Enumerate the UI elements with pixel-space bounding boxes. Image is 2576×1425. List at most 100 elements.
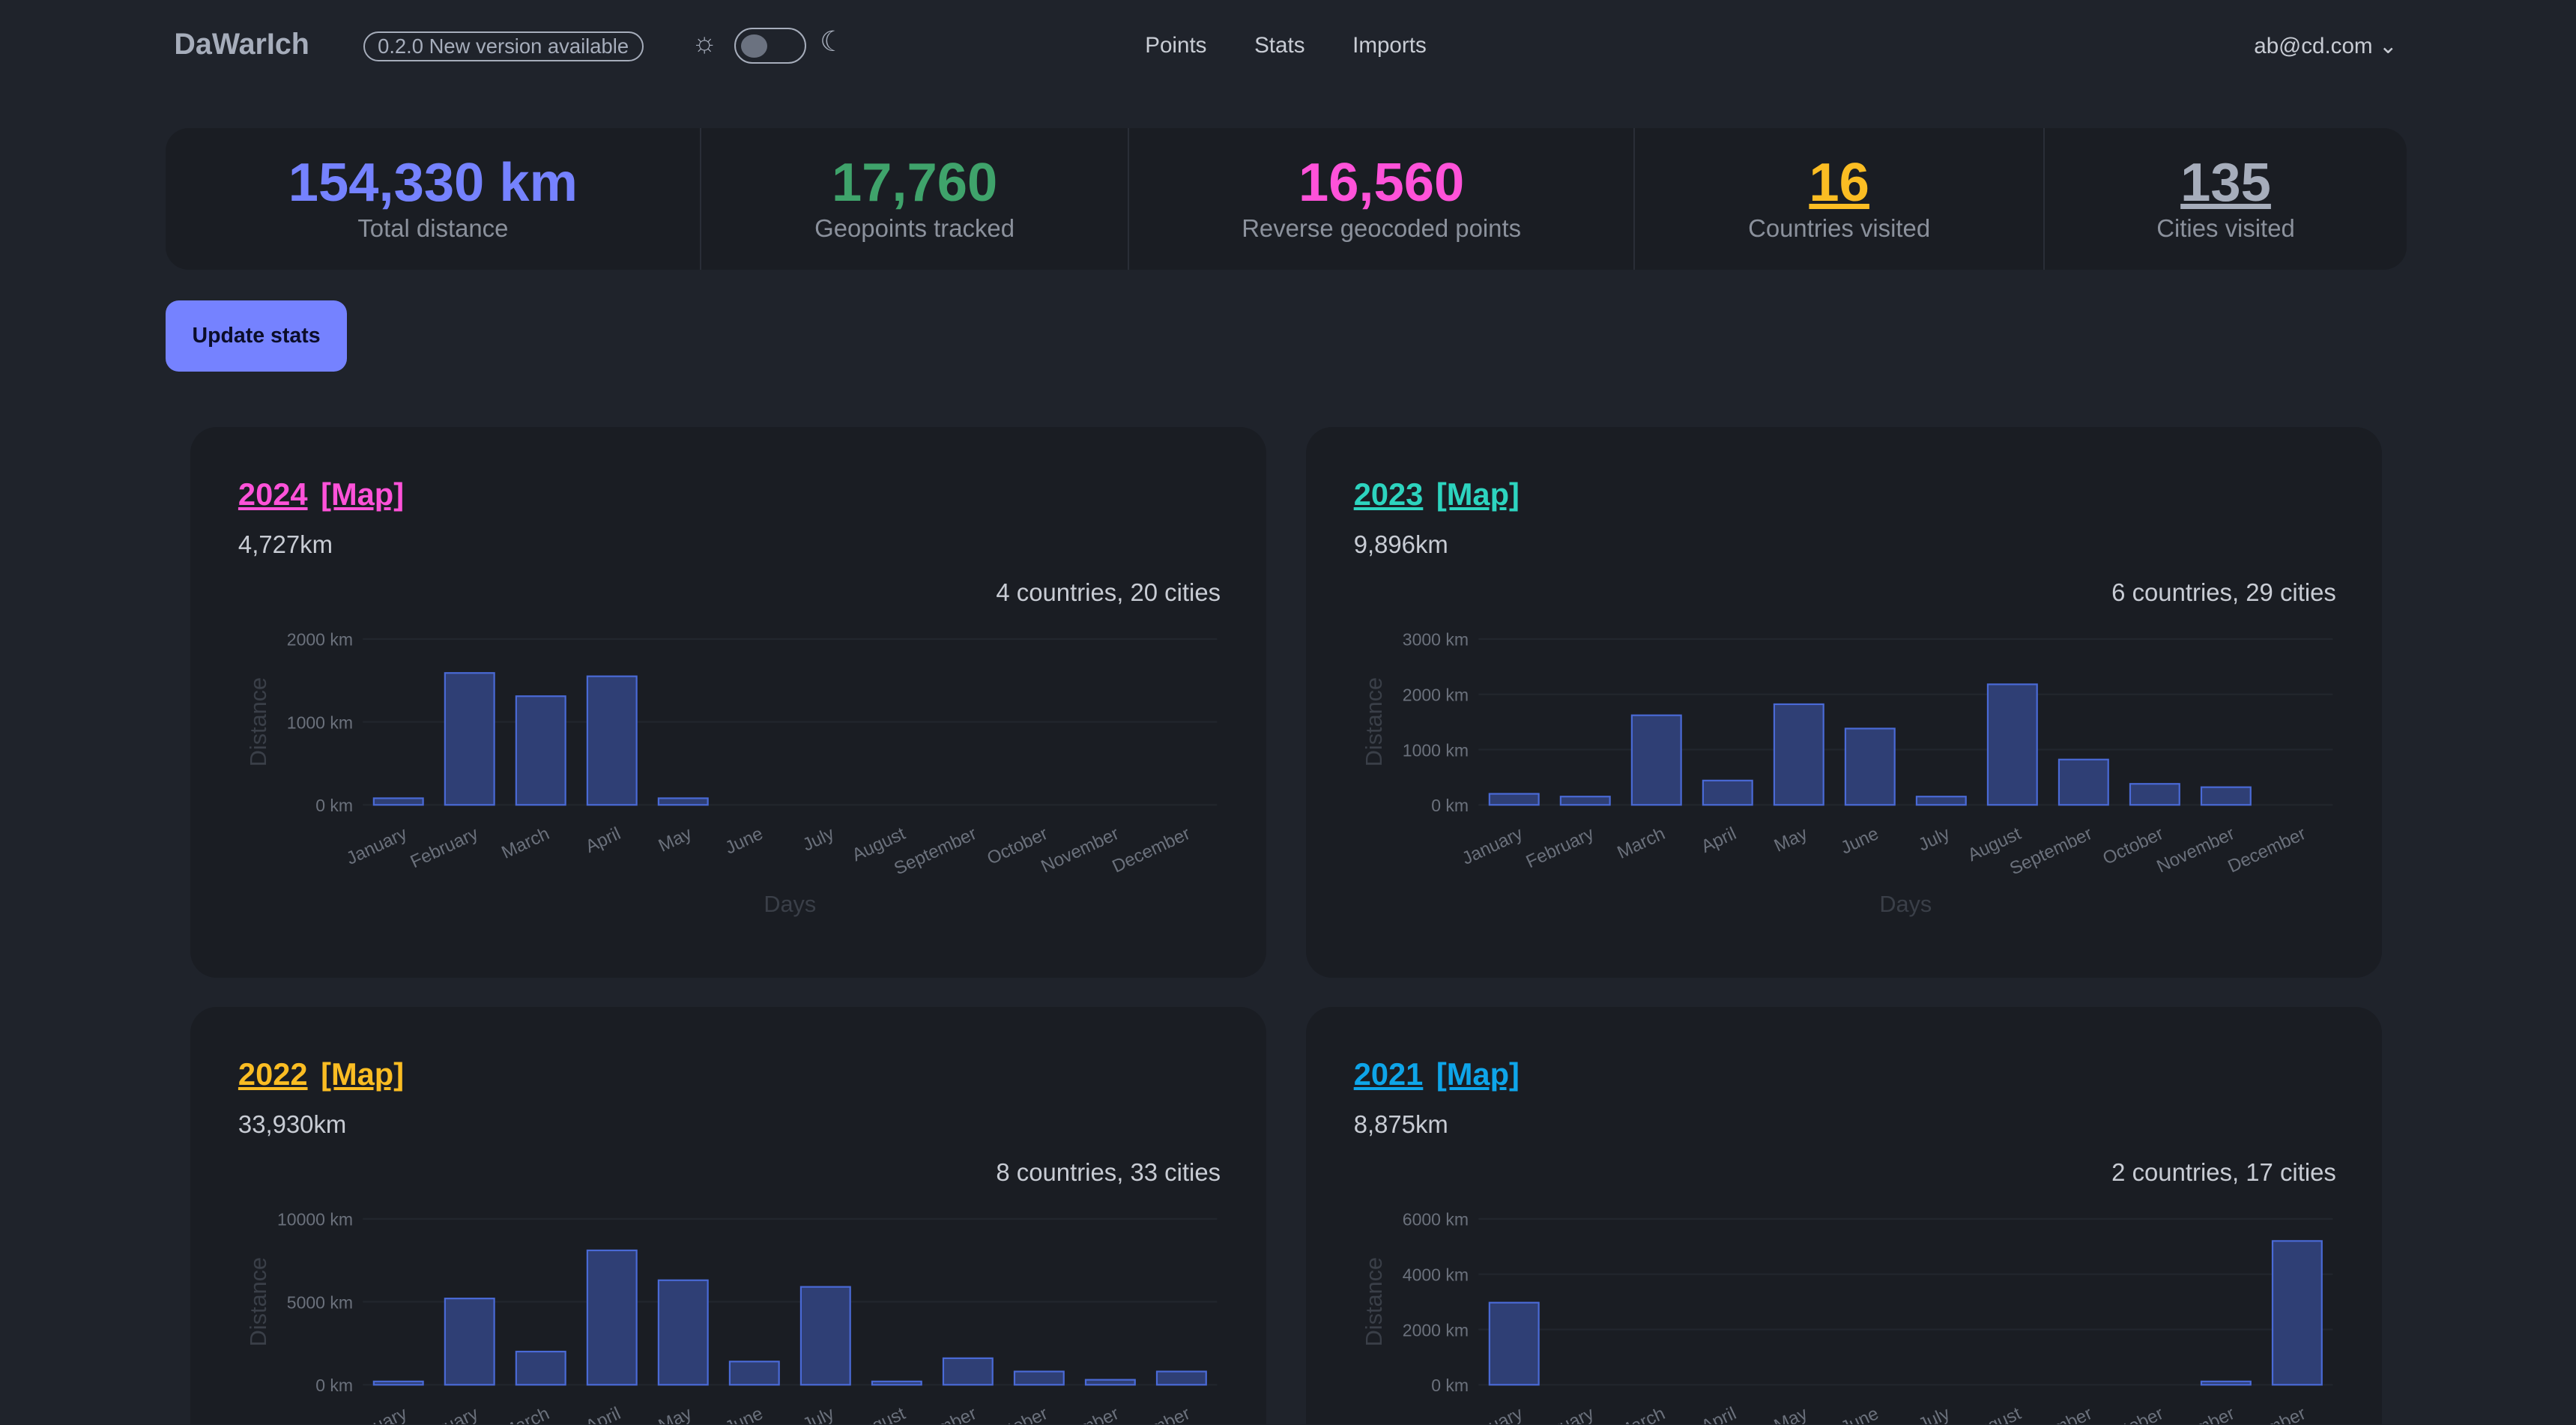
user-menu[interactable]: ab@cd.com ⌄ [2254, 33, 2397, 59]
x-tick-label: May [1771, 823, 1811, 856]
bar-april [587, 1249, 638, 1386]
bar-july [800, 1286, 852, 1386]
menu-item-imports[interactable]: Imports [1352, 32, 1427, 58]
x-tick-label: February [408, 823, 482, 872]
year-link[interactable]: 2022 [238, 1056, 308, 1092]
map-link[interactable]: [Map] [321, 1056, 405, 1092]
map-link[interactable]: [Map] [321, 476, 405, 512]
bar-december [1156, 1370, 1208, 1386]
bar-april [1702, 779, 1753, 806]
y-tick-label: 0 km [1431, 1376, 1469, 1395]
bar-august [1986, 683, 2038, 806]
theme-toggle[interactable] [734, 28, 807, 64]
stat-cities[interactable]: 135 Cities visited [2045, 128, 2407, 270]
y-tick-label: 2000 km [1403, 685, 1469, 704]
year-link[interactable]: 2023 [1353, 476, 1424, 512]
y-tick-label: 4000 km [1403, 1265, 1469, 1284]
y-tick-label: 10000 km [277, 1210, 353, 1229]
x-tick-label: September [892, 823, 980, 879]
year-heading: 2022 [Map] [238, 1056, 417, 1092]
bar-october [2129, 783, 2180, 806]
x-tick-label: December [2225, 823, 2309, 877]
x-tick-label: March [499, 1403, 553, 1424]
year-link[interactable]: 2024 [238, 476, 308, 512]
y-tick-label: 3000 km [1403, 630, 1469, 650]
x-tick-label: May [656, 823, 695, 856]
monthly-distance-chart: 0 km 5000 km 10000 km Distance JanuaryFebrua… [245, 1210, 1218, 1424]
x-tick-label: July [1915, 823, 1953, 856]
navbar: DaWarIch 0.2.0 New version available ☼ ☾… [0, 0, 2576, 92]
x-tick-label: July [800, 823, 838, 856]
year-heading: 2024 [Map] [238, 476, 417, 512]
countries-cities: 6 countries, 29 cities [2111, 578, 2336, 606]
menu-item-stats[interactable]: Stats [1254, 32, 1305, 58]
x-tick-label: July [800, 1403, 838, 1424]
x-axis-label: Days [1879, 891, 1932, 917]
version-badge[interactable]: 0.2.0 New version available [363, 31, 644, 62]
stat-value-link[interactable]: 135 [2180, 152, 2271, 213]
x-tick-label: March [499, 823, 553, 863]
moon-icon: ☾ [820, 25, 845, 57]
x-tick-label: April [583, 823, 624, 857]
y-tick-label: 5000 km [287, 1292, 353, 1312]
user-email: ab@cd.com [2254, 33, 2373, 58]
bar-may [658, 797, 710, 806]
y-tick-label: 0 km [1431, 796, 1469, 815]
x-tick-label: January [1459, 1403, 1526, 1424]
x-tick-label: November [1038, 823, 1122, 877]
menu-item-points[interactable]: Points [1145, 32, 1207, 58]
stat-total-distance: 154,330 km Total distance [166, 128, 702, 270]
x-tick-label: October [2100, 1403, 2167, 1424]
map-link[interactable]: [Map] [1436, 1056, 1520, 1092]
year-distance: 9,896km [1353, 530, 1448, 559]
x-tick-label: April [583, 1403, 624, 1424]
y-axis-label: Distance [1361, 1257, 1387, 1346]
bar-november [1085, 1379, 1137, 1386]
year-card-2022: 2022 [Map] 33,930km 8 countries, 33 citie… [190, 1007, 1267, 1424]
x-tick-label: October [985, 1403, 1051, 1424]
monthly-distance-chart: 0 km 1000 km 2000 km Distance JanuaryFebruar… [245, 630, 1218, 917]
monthly-distance-chart: 0 km 2000 km 4000 km 6000 km Distance January… [1361, 1210, 2333, 1424]
sun-icon: ☼ [692, 26, 718, 58]
year-link[interactable]: 2021 [1353, 1056, 1424, 1092]
x-tick-label: March [1614, 823, 1668, 863]
bar-march [515, 695, 567, 806]
bar-may [1773, 703, 1824, 806]
x-tick-label: June [722, 1403, 767, 1424]
stat-label: Total distance [357, 214, 509, 242]
year-distance: 33,930km [238, 1110, 347, 1139]
bar-october [1014, 1370, 1065, 1386]
stat-value: 17,760 [831, 152, 998, 213]
bar-january [1488, 793, 1540, 806]
chevron-down-icon: ⌄ [2378, 33, 2398, 58]
bar-june [729, 1361, 781, 1386]
stat-value-link[interactable]: 16 [1809, 152, 1869, 213]
year-distance: 8,875km [1353, 1110, 1448, 1139]
x-axis-label: Days [764, 891, 817, 917]
x-tick-label: February [1523, 823, 1597, 872]
bar-june [1844, 727, 1896, 806]
stat-label: Countries visited [1748, 214, 1931, 242]
x-tick-label: June [1838, 823, 1882, 859]
x-tick-label: January [344, 1403, 411, 1424]
map-link[interactable]: [Map] [1436, 476, 1520, 512]
update-stats-button[interactable]: Update stats [166, 300, 347, 372]
bar-july [1915, 796, 1967, 806]
stat-value: 154,330 km [288, 152, 578, 213]
x-tick-label: January [344, 823, 411, 869]
stat-label: Geopoints tracked [814, 214, 1015, 242]
bar-august [871, 1380, 923, 1386]
bar-january [1488, 1301, 1540, 1386]
x-tick-label: May [1771, 1403, 1811, 1424]
countries-cities: 2 countries, 17 cities [2111, 1158, 2336, 1186]
y-axis-label: Distance [245, 677, 271, 766]
x-tick-label: February [408, 1403, 482, 1424]
y-tick-label: 2000 km [1403, 1320, 1469, 1340]
y-tick-label: 0 km [316, 1376, 354, 1395]
brand-logo[interactable]: DaWarIch [174, 28, 309, 61]
bar-may [658, 1279, 710, 1386]
bar-march [515, 1350, 567, 1386]
stat-countries[interactable]: 16 Countries visited [1635, 128, 2045, 270]
bar-january [373, 1380, 425, 1386]
x-tick-label: December [1110, 823, 1194, 877]
